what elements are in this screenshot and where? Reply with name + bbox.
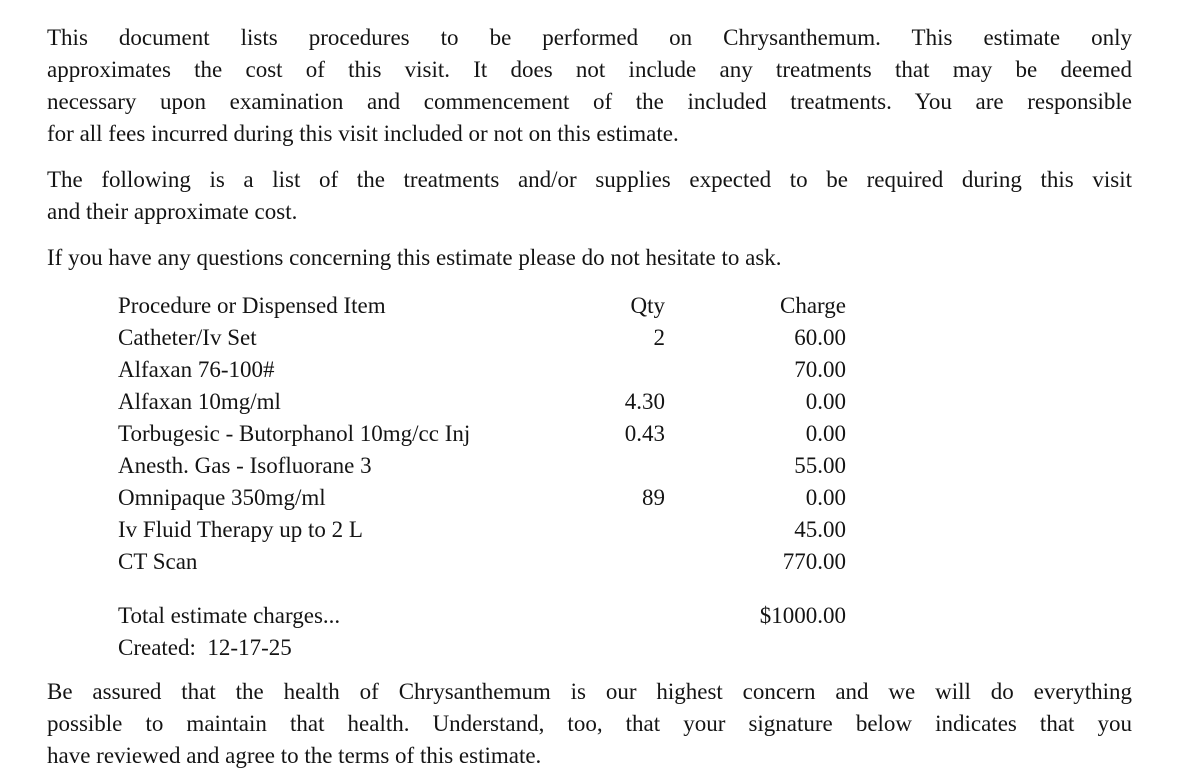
paragraph-line: The following is a list of the treatment… [47, 167, 1132, 192]
cell-item: Omnipaque 350mg/ml [118, 485, 326, 510]
created-date-line: Created: 12-17-25 [118, 635, 292, 660]
table-row: Omnipaque 350mg/ml 89 0.00 [118, 482, 1132, 514]
cell-item: Iv Fluid Therapy up to 2 L [118, 517, 363, 542]
paragraph-line: approximates the cost of this visit. It … [47, 57, 1132, 82]
supplies-paragraph: The following is a list of the treatment… [47, 164, 1132, 228]
paragraph-line: for all fees incurred during this visit … [47, 121, 679, 146]
table-row: Alfaxan 76-100# 70.00 [118, 354, 1132, 386]
cell-charge: 770.00 [782, 549, 846, 574]
paragraph-line: and their approximate cost. [47, 199, 298, 224]
questions-paragraph: If you have any questions concerning thi… [47, 242, 1132, 274]
cell-charge: 0.00 [805, 421, 846, 446]
paragraph-line: possible to maintain that health. Unders… [47, 711, 1132, 736]
cell-charge: 45.00 [794, 517, 846, 542]
estimate-table: Procedure or Dispensed Item Qty Charge C… [118, 290, 1132, 632]
cell-charge: 60.00 [794, 325, 846, 350]
header-charge: Charge [779, 293, 846, 318]
table-row: Alfaxan 10mg/ml 4.30 0.00 [118, 386, 1132, 418]
table-row: Anesth. Gas - Isofluorane 3 55.00 [118, 450, 1132, 482]
cell-charge: 70.00 [794, 357, 846, 382]
paragraph-line: have reviewed and agree to the terms of … [47, 743, 542, 768]
cell-qty: 89 [642, 485, 665, 510]
cell-item: CT Scan [118, 549, 198, 574]
table-row: Torbugesic - Butorphanol 10mg/cc Inj 0.4… [118, 418, 1132, 450]
paragraph-line: necessary upon examination and commencem… [47, 89, 1132, 114]
table-row: CT Scan 770.00 [118, 546, 1132, 578]
paragraph-line: If you have any questions concerning thi… [47, 245, 782, 270]
intro-paragraph: This document lists procedures to be per… [47, 22, 1132, 150]
cell-item: Anesth. Gas - Isofluorane 3 [118, 453, 372, 478]
table-header-row: Procedure or Dispensed Item Qty Charge [118, 290, 1132, 322]
header-item: Procedure or Dispensed Item [118, 293, 386, 318]
cell-item: Torbugesic - Butorphanol 10mg/cc Inj [118, 421, 471, 446]
table-row: Iv Fluid Therapy up to 2 L 45.00 [118, 514, 1132, 546]
cell-charge: 0.00 [805, 389, 846, 414]
cell-qty [568, 354, 665, 386]
paragraph-line: Be assured that the health of Chrysanthe… [47, 679, 1132, 704]
cell-qty [568, 514, 665, 546]
cell-charge: 0.00 [805, 485, 846, 510]
cell-qty: 0.43 [624, 421, 665, 446]
paragraph-line: This document lists procedures to be per… [47, 25, 1132, 50]
cell-item: Catheter/Iv Set [118, 325, 257, 350]
cell-qty [568, 450, 665, 482]
cell-item: Alfaxan 10mg/ml [118, 389, 281, 414]
cell-qty: 2 [653, 325, 666, 350]
cell-item: Alfaxan 76-100# [118, 357, 275, 382]
table-row: Catheter/Iv Set 2 60.00 [118, 322, 1132, 354]
header-qty: Qty [630, 293, 666, 318]
total-row: Total estimate charges... $1000.00 [118, 600, 1132, 632]
cell-charge: 55.00 [794, 453, 846, 478]
closing-paragraph: Be assured that the health of Chrysanthe… [47, 676, 1132, 772]
total-label: Total estimate charges... [118, 603, 341, 628]
cell-qty: 4.30 [624, 389, 665, 414]
total-qty-spacer [568, 600, 665, 632]
cell-qty [568, 546, 665, 578]
total-amount: $1000.00 [759, 603, 846, 628]
